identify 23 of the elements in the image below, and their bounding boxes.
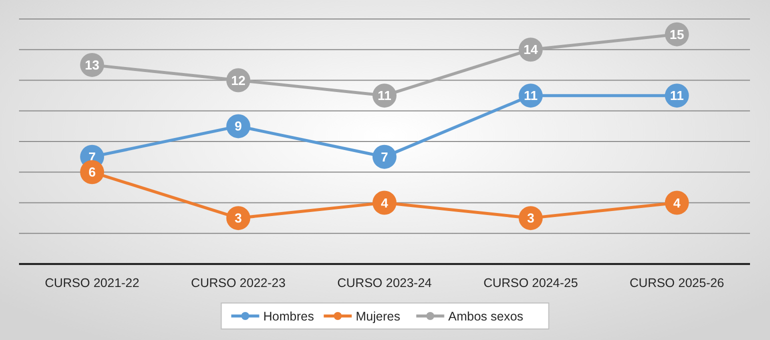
data-label: 13 <box>84 57 100 72</box>
legend-label: Mujeres <box>356 309 400 324</box>
data-label: 3 <box>527 210 534 226</box>
point <box>372 144 396 169</box>
data-label: 9 <box>234 118 242 134</box>
data-label: 4 <box>380 195 389 210</box>
data-label: 12 <box>231 72 246 88</box>
data-label: 15 <box>670 26 684 42</box>
data-label: 11 <box>378 88 392 104</box>
data-label: 7 <box>380 149 388 164</box>
data-label: 6 <box>88 164 96 180</box>
data-label: 11 <box>524 88 538 104</box>
data-label: 3 <box>234 210 242 226</box>
legend-label: Ambos sexos <box>448 309 524 324</box>
x-tick-label: CURSO 2023-24 <box>337 276 432 290</box>
x-tick-label: CURSO 2024-25 <box>483 276 578 290</box>
x-tick-label: CURSO 2022-23 <box>191 276 286 290</box>
x-tick-label: CURSO 2025-26 <box>630 276 724 290</box>
legend-label: Hombres <box>263 309 314 324</box>
data-label: 11 <box>670 88 684 104</box>
data-label: 14 <box>523 42 539 58</box>
data-label: 4 <box>673 195 682 210</box>
x-tick-label: CURSO 2021-22 <box>44 276 140 290</box>
